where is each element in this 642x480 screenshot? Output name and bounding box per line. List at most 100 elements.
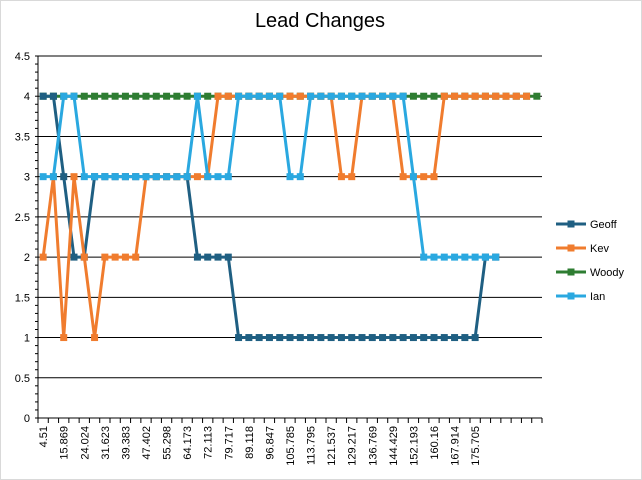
y-tick-label: 0: [24, 413, 30, 425]
axes: 0 0.5 1 1.5 2 2.5 3 3.5 4 4.5 4.51 15.869 24.024 31.6…: [15, 51, 543, 466]
legend-swatch-marker: [567, 268, 575, 276]
data-point-geoff: [317, 334, 325, 342]
y-tick-label: 3: [24, 172, 30, 184]
data-point-ian: [399, 92, 407, 100]
data-point-ian: [471, 253, 479, 261]
data-point-woody: [173, 92, 181, 100]
x-tick-label: 64.173: [182, 426, 194, 460]
data-point-kev: [481, 92, 489, 100]
data-point-woody: [420, 92, 428, 100]
data-point-kev: [430, 173, 438, 181]
data-point-geoff: [440, 334, 448, 342]
x-tick-label: 136.769: [367, 426, 379, 466]
data-point-ian: [80, 173, 88, 181]
x-tick-label: 4.51: [38, 426, 50, 447]
data-point-ian: [389, 92, 397, 100]
data-point-ian: [440, 253, 448, 261]
data-point-kev: [224, 92, 232, 100]
data-point-geoff: [214, 253, 222, 261]
x-tick-label: 113.795: [306, 426, 318, 465]
data-point-kev: [121, 253, 129, 261]
data-point-geoff: [245, 334, 253, 342]
legend-label: Woody: [590, 267, 625, 279]
data-point-geoff: [265, 334, 273, 342]
data-point-ian: [461, 253, 469, 261]
legend-label: Geoff: [590, 219, 618, 231]
data-point-ian: [39, 173, 47, 181]
legend-item-ian: Ian: [556, 291, 605, 303]
data-point-woody: [183, 92, 191, 100]
data-point-ian: [60, 92, 68, 100]
data-point-kev: [214, 92, 222, 100]
data-point-kev: [70, 173, 78, 181]
data-point-kev: [132, 253, 140, 261]
x-tick-label: 31.623: [100, 426, 112, 460]
data-point-ian: [276, 92, 284, 100]
data-point-kev: [101, 253, 109, 261]
data-point-kev: [91, 334, 99, 342]
data-point-woody: [204, 92, 212, 100]
x-tick-label: 72.113: [203, 426, 215, 459]
data-point-geoff: [235, 334, 243, 342]
data-point-woody: [142, 92, 150, 100]
data-point-geoff: [307, 334, 315, 342]
y-tick-label: 1: [24, 333, 30, 345]
x-tick-label: 96.847: [264, 426, 276, 460]
data-point-ian: [49, 173, 57, 181]
data-point-kev: [296, 92, 304, 100]
x-tick-label: 24.024: [79, 426, 91, 460]
data-point-ian: [307, 92, 315, 100]
data-point-geoff: [337, 334, 345, 342]
data-point-geoff: [399, 334, 407, 342]
data-point-ian: [111, 173, 119, 181]
data-point-kev: [193, 173, 201, 181]
data-point-kev: [60, 334, 68, 342]
x-tick-label: 89.118: [244, 426, 256, 459]
x-tick-label: 152.193: [408, 426, 420, 466]
data-point-geoff: [389, 334, 397, 342]
x-tick-label: 175.705: [470, 426, 482, 466]
data-point-geoff: [286, 334, 294, 342]
data-point-ian: [214, 173, 222, 181]
x-tick-label: 15.869: [59, 426, 71, 460]
data-point-geoff: [358, 334, 366, 342]
data-point-ian: [132, 173, 140, 181]
data-point-kev: [502, 92, 510, 100]
data-point-kev: [286, 92, 294, 100]
data-point-geoff: [70, 253, 78, 261]
gridlines: [38, 55, 542, 419]
data-point-kev: [492, 92, 500, 100]
data-point-ian: [235, 92, 243, 100]
y-tick-label: 2: [24, 252, 30, 264]
data-point-kev: [399, 173, 407, 181]
data-point-woody: [121, 92, 129, 100]
data-point-geoff: [420, 334, 428, 342]
x-tick-label: 121.537: [326, 426, 338, 466]
x-tick-label: 47.402: [141, 426, 153, 460]
data-point-ian: [70, 92, 78, 100]
data-point-woody: [111, 92, 119, 100]
data-point-geoff: [409, 334, 417, 342]
data-point-geoff: [379, 334, 387, 342]
data-point-kev: [523, 92, 531, 100]
data-point-ian: [183, 173, 191, 181]
data-point-ian: [451, 253, 459, 261]
legend-swatch-marker: [567, 220, 575, 228]
legend-label: Kev: [590, 243, 609, 255]
data-point-kev: [512, 92, 520, 100]
y-tick-label: 4.5: [15, 51, 30, 63]
data-point-kev: [348, 173, 356, 181]
data-point-woody: [409, 92, 417, 100]
data-point-kev: [39, 253, 47, 261]
x-tick-label: 144.429: [388, 426, 400, 466]
legend: Geoff Kev Woody Ian: [556, 219, 625, 303]
data-point-ian: [245, 92, 253, 100]
data-point-ian: [368, 92, 376, 100]
data-point-ian: [152, 173, 160, 181]
series-lines: [39, 92, 541, 342]
data-point-woody: [101, 92, 109, 100]
legend-swatch-marker: [567, 244, 575, 252]
data-point-ian: [163, 173, 171, 181]
data-point-ian: [101, 173, 109, 181]
